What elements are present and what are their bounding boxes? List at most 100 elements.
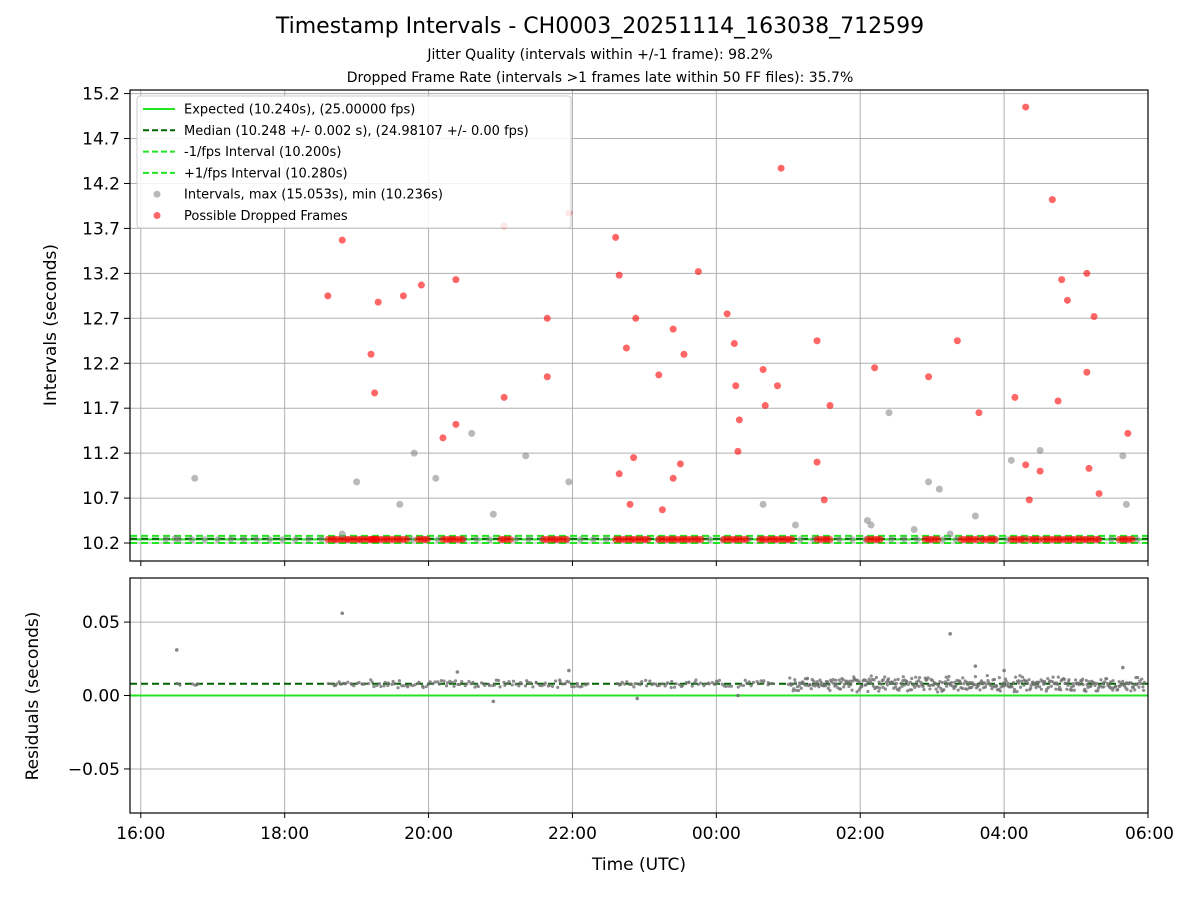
residual-point (899, 681, 903, 685)
x-tick-label: 22:00 (548, 824, 597, 844)
residual-point (799, 686, 803, 690)
interval-point (266, 536, 273, 543)
residual-outlier-point (491, 699, 496, 704)
interval-point (408, 536, 416, 543)
residual-point (1006, 681, 1010, 686)
interval-point (338, 530, 346, 538)
residual-point (397, 679, 401, 683)
residual-point (483, 683, 487, 688)
interval-point (191, 474, 199, 482)
dropped-frame-point (1020, 535, 1028, 543)
residual-point (442, 679, 446, 683)
x-tick-label: 04:00 (980, 824, 1029, 844)
residual-point (1054, 687, 1058, 691)
legend-label-5: Possible Dropped Frames (184, 209, 348, 224)
residual-point (638, 683, 642, 687)
residual-point (1037, 685, 1042, 689)
interval-point (791, 521, 799, 529)
interval-point (1134, 536, 1141, 543)
dropped-frame-point (452, 276, 460, 284)
interval-point (913, 536, 921, 543)
residual-point (493, 683, 497, 687)
residual-point (912, 683, 916, 687)
top-y-tick-label: 10.7 (82, 489, 120, 509)
residual-point (913, 685, 917, 689)
residual-point (377, 682, 382, 686)
residual-point (684, 680, 688, 685)
residual-point (452, 684, 456, 688)
residual-outlier-point (973, 664, 978, 668)
dropped-frame-point (934, 535, 942, 543)
interval-point (486, 536, 493, 543)
legend-label-2: -1/fps Interval (10.200s) (184, 145, 341, 160)
residual-point (632, 685, 636, 689)
residual-point (406, 685, 410, 689)
residual-point (1141, 685, 1145, 689)
dropped-frame-point (1022, 103, 1030, 111)
residual-point (660, 682, 664, 686)
residual-point (437, 682, 442, 686)
chart-subtitle-jitter: Jitter Quality (intervals within +/-1 fr… (427, 47, 773, 63)
interval-point (214, 536, 221, 543)
residual-point (623, 682, 627, 686)
residual-point (869, 674, 873, 678)
x-tick-label: 02:00 (836, 824, 885, 844)
legend-box (136, 95, 572, 229)
residual-point (1012, 687, 1017, 692)
residual-point (670, 679, 674, 684)
residual-point (848, 679, 852, 683)
residual-point (386, 683, 390, 688)
interval-point (797, 536, 804, 543)
dropped-frame-point (324, 292, 332, 300)
interval-point (1119, 452, 1127, 460)
interval-point (590, 536, 597, 543)
residual-point (1098, 684, 1102, 688)
residual-point (383, 680, 387, 684)
residual-point (391, 679, 395, 684)
dropped-frame-point (773, 382, 781, 390)
residual-point (586, 682, 590, 686)
residual-point (572, 685, 576, 689)
residual-point (1037, 680, 1041, 684)
residual-point (951, 684, 955, 688)
residual-point (393, 682, 397, 686)
residual-point (1002, 681, 1006, 685)
residual-point (947, 674, 951, 679)
residual-point (1111, 679, 1115, 683)
residual-point (366, 681, 371, 686)
residual-point (1011, 680, 1016, 685)
dropped-frame-point (697, 535, 705, 543)
residual-point (424, 685, 428, 689)
dropped-frame-point (562, 535, 570, 543)
residual-point (339, 682, 343, 686)
residual-point (439, 679, 443, 683)
residual-point (390, 682, 394, 686)
residual-point (1105, 677, 1109, 681)
residual-point (563, 682, 567, 686)
residual-point (885, 683, 889, 687)
residual-point (625, 680, 629, 684)
residual-point (965, 687, 969, 691)
dropped-frame-point (367, 350, 375, 358)
interval-point (971, 512, 979, 520)
y-axis-label-residuals: Residuals (seconds) (23, 612, 43, 781)
dropped-frame-point (1063, 296, 1071, 304)
residual-point (680, 683, 685, 688)
dropped-frame-point (735, 416, 743, 424)
residual-point (1066, 683, 1070, 687)
dropped-frame-point (500, 393, 508, 401)
dropped-frame-point (1048, 196, 1056, 204)
interval-point (603, 536, 610, 543)
dropped-frame-point (423, 535, 431, 543)
legend: Expected (10.240s), (25.00000 fps) Median… (136, 95, 572, 229)
residual-point (1027, 678, 1031, 682)
dropped-frame-point (543, 314, 551, 322)
residual-point (1065, 687, 1069, 691)
residual-point (922, 687, 926, 692)
dropped-frame-point (669, 474, 677, 482)
residual-point (877, 689, 881, 693)
residual-point (640, 680, 644, 684)
x-tick-label: 00:00 (692, 824, 741, 844)
interval-point (946, 530, 954, 538)
residual-point (945, 682, 949, 686)
